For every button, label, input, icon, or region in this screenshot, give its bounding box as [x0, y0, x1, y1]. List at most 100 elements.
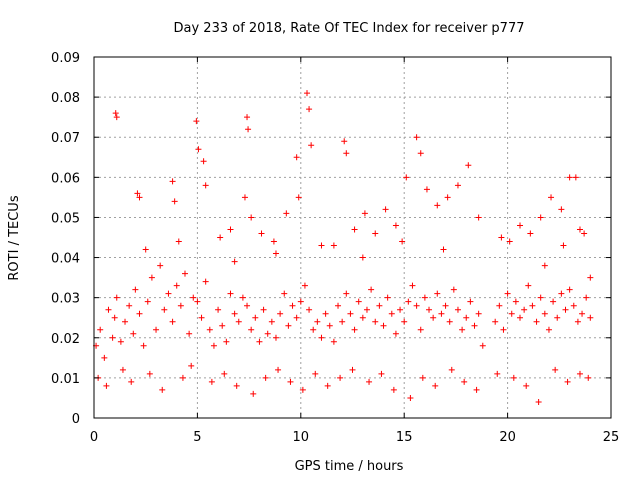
data-point — [186, 330, 193, 337]
data-point — [421, 294, 428, 301]
data-point — [132, 286, 139, 293]
data-point — [417, 150, 424, 157]
data-point — [566, 174, 573, 181]
data-point — [198, 314, 205, 321]
data-point — [194, 298, 201, 305]
data-point — [512, 298, 519, 305]
data-point — [339, 318, 346, 325]
data-point — [111, 314, 118, 321]
data-point — [157, 262, 164, 269]
y-axis-label: ROTI / TECUs — [7, 195, 22, 280]
data-point — [177, 302, 184, 309]
data-point — [217, 234, 224, 241]
x-axis-label: GPS time / hours — [295, 459, 404, 474]
y-tick-label: 0.06 — [51, 171, 80, 186]
data-point — [262, 374, 269, 381]
data-point — [326, 322, 333, 329]
data-point — [322, 310, 329, 317]
data-point — [341, 138, 348, 145]
y-tick-label: 0.01 — [51, 372, 80, 387]
data-point — [128, 378, 135, 385]
data-point — [227, 290, 234, 297]
data-point — [405, 298, 412, 305]
data-point — [122, 318, 129, 325]
data-point — [250, 390, 257, 397]
x-tick-label: 0 — [90, 430, 98, 445]
data-point — [506, 238, 513, 245]
data-point — [241, 194, 248, 201]
data-point — [430, 314, 437, 321]
data-point — [146, 370, 153, 377]
data-point — [287, 378, 294, 385]
data-point — [264, 330, 271, 337]
data-point — [496, 302, 503, 309]
data-points — [93, 90, 594, 405]
data-point — [504, 290, 511, 297]
data-point — [560, 242, 567, 249]
data-point — [272, 250, 279, 257]
data-point — [245, 126, 252, 133]
data-point — [442, 302, 449, 309]
data-point — [382, 206, 389, 213]
data-point — [119, 366, 126, 373]
data-point — [188, 362, 195, 369]
data-point — [343, 150, 350, 157]
data-point — [475, 310, 482, 317]
data-point — [270, 238, 277, 245]
data-point — [471, 322, 478, 329]
data-point — [349, 366, 356, 373]
data-point — [473, 386, 480, 393]
data-point — [244, 114, 251, 121]
data-point — [351, 226, 358, 233]
data-point — [434, 202, 441, 209]
data-point — [181, 270, 188, 277]
data-point — [101, 354, 108, 361]
data-point — [372, 318, 379, 325]
data-point — [299, 386, 306, 393]
data-point — [283, 210, 290, 217]
data-point — [363, 306, 370, 313]
data-point — [494, 370, 501, 377]
data-point — [235, 318, 242, 325]
data-point — [535, 398, 542, 405]
data-point — [417, 326, 424, 333]
data-point — [231, 258, 238, 265]
data-point — [510, 374, 517, 381]
x-tick-label: 25 — [603, 430, 620, 445]
data-point — [572, 174, 579, 181]
data-point — [136, 194, 143, 201]
data-point — [233, 382, 240, 389]
data-point — [165, 290, 172, 297]
data-point — [401, 318, 408, 325]
data-point — [388, 310, 395, 317]
y-tick-label: 0 — [72, 412, 80, 427]
data-point — [355, 298, 362, 305]
data-point — [413, 302, 420, 309]
data-point — [295, 194, 302, 201]
data-point — [126, 302, 133, 309]
data-point — [550, 298, 557, 305]
data-point — [200, 158, 207, 165]
data-point — [413, 134, 420, 141]
data-point — [521, 306, 528, 313]
data-point — [193, 118, 200, 125]
data-point — [134, 190, 141, 197]
data-point — [454, 182, 461, 189]
data-point — [169, 178, 176, 185]
data-point — [304, 90, 311, 97]
x-tick-label: 15 — [396, 430, 413, 445]
data-point — [498, 234, 505, 241]
data-point — [564, 378, 571, 385]
chart-title: Day 233 of 2018, Rate Of TEC Index for r… — [174, 21, 525, 36]
data-point — [130, 330, 137, 337]
axis-ticks — [93, 56, 612, 419]
data-point — [208, 378, 215, 385]
data-point — [574, 318, 581, 325]
data-point — [277, 310, 284, 317]
x-tick-label: 5 — [193, 430, 201, 445]
data-point — [566, 286, 573, 293]
data-point — [113, 114, 120, 121]
data-point — [359, 254, 366, 261]
data-point — [444, 194, 451, 201]
